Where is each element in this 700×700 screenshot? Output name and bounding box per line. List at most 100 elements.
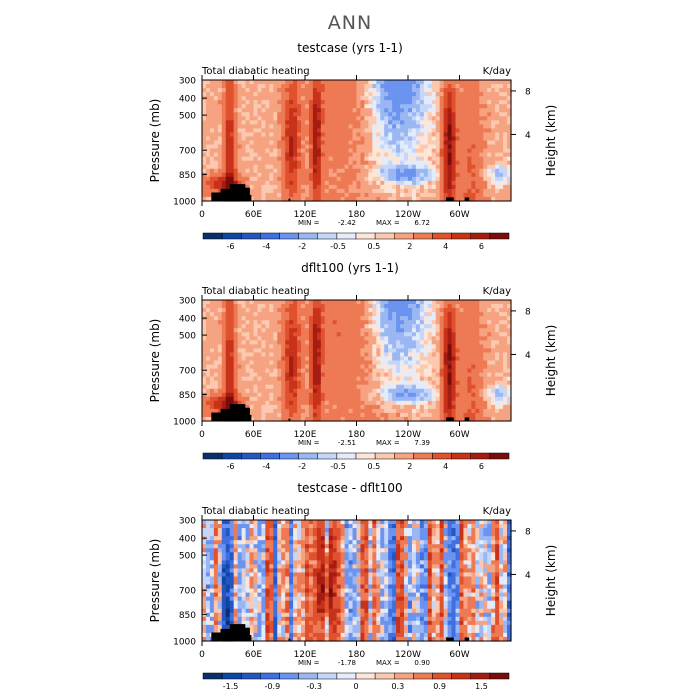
heatmap-cell [459,124,465,129]
heatmap-cell [360,116,366,121]
heatmap-cell [301,188,306,194]
heatmap-cell [305,156,310,162]
heatmap-cell [245,168,251,174]
heatmap-cell [495,108,500,113]
heatmap-cell [427,96,433,101]
heatmap-cell [253,108,259,113]
heatmap-cell [439,120,445,125]
heatmap-cell [372,96,377,101]
heatmap-cell [388,180,393,186]
heatmap-cell [328,140,334,146]
heatmap-cell [455,140,461,146]
heatmap-cell [249,168,255,174]
heatmap-cell [205,344,211,349]
heatmap-cell [396,120,401,125]
heatmap-cell [356,84,362,89]
heatmap-cell [404,120,409,125]
heatmap-cell [368,156,373,162]
heatmap-cell [487,172,492,178]
heatmap-cell [455,132,461,138]
heatmap-cell [352,156,358,162]
heatmap-cell [344,136,350,142]
heatmap-cell [209,92,215,97]
heatmap-cell [289,88,294,93]
heatmap-cell [467,116,472,121]
heatmap-cell [312,192,318,198]
heatmap-cell [459,80,465,85]
heatmap-cell [459,172,465,178]
heatmap-cell [396,80,401,85]
heatmap-cell [340,188,346,194]
heatmap-cell [229,144,235,150]
heatmap-cell [237,88,243,93]
heatmap-cell [253,140,259,146]
heatmap-cell [233,92,239,97]
heatmap-cell [364,160,369,166]
heatmap-cell [340,104,346,109]
heatmap-cell [499,80,504,85]
heatmap-cell [281,196,286,202]
heatmap-cell [202,548,207,553]
heatmap-cell [316,92,322,97]
heatmap-cell [396,160,401,166]
heatmap-cell [217,584,223,590]
heatmap-cell [213,104,219,109]
heatmap-cell [443,108,449,113]
heatmap-cell [340,112,346,117]
heatmap-cell [233,84,239,89]
heatmap-cell [356,148,362,154]
heatmap-cell [293,196,298,202]
heatmap-cell [209,580,215,586]
heatmap-cell [467,132,472,138]
heatmap-cell [435,164,441,170]
heatmap-cell [463,148,469,154]
heatmap-cell [340,176,346,182]
heatmap-cell [297,128,302,134]
heatmap-cell [233,140,239,146]
heatmap-cell [443,176,449,182]
heatmap-cell [384,136,389,142]
heatmap-cell [316,140,322,146]
heatmap-cell [221,352,227,358]
heatmap-cell [475,80,480,85]
max-value: 6.72 [414,219,430,227]
heatmap-cell [261,148,266,154]
heatmap-cell [257,104,263,109]
heatmap-cell [344,156,350,162]
heatmap-cell [348,160,354,166]
heatmap-cell [459,128,465,134]
heatmap-cell [305,108,310,113]
heatmap-cell [411,88,417,93]
heatmap-cell [312,188,318,194]
heatmap-cell [241,88,247,93]
heatmap-cell [352,188,358,194]
heatmap-cell [209,120,215,125]
heatmap-cell [205,316,211,321]
heatmap-cell [368,180,373,186]
heatmap-cell [447,188,453,194]
heatmap-cell [423,172,429,178]
heatmap-cell [273,116,278,121]
heatmap-cell [225,160,231,166]
heatmap-cell [217,612,223,618]
heatmap-cell [491,176,496,182]
heatmap-cell [225,176,231,182]
heatmap-cell [221,532,227,537]
heatmap-cell [277,92,282,97]
heatmap-cell [499,196,504,202]
heatmap-cell [376,152,381,158]
heatmap-cell [316,124,322,129]
heatmap-cell [483,100,488,105]
heatmap-cell [312,176,318,182]
heatmap-cell [221,136,227,142]
heatmap-cell [400,160,405,166]
heatmap-cell [253,156,259,162]
heatmap-cell [257,92,263,97]
heatmap-cell [411,104,417,109]
heatmap-cell [202,156,207,162]
heatmap-cell [217,176,223,182]
heatmap-cell [388,96,393,101]
heatmap-cell [388,172,393,178]
heatmap-cell [241,100,247,105]
heatmap-cell [487,188,492,194]
